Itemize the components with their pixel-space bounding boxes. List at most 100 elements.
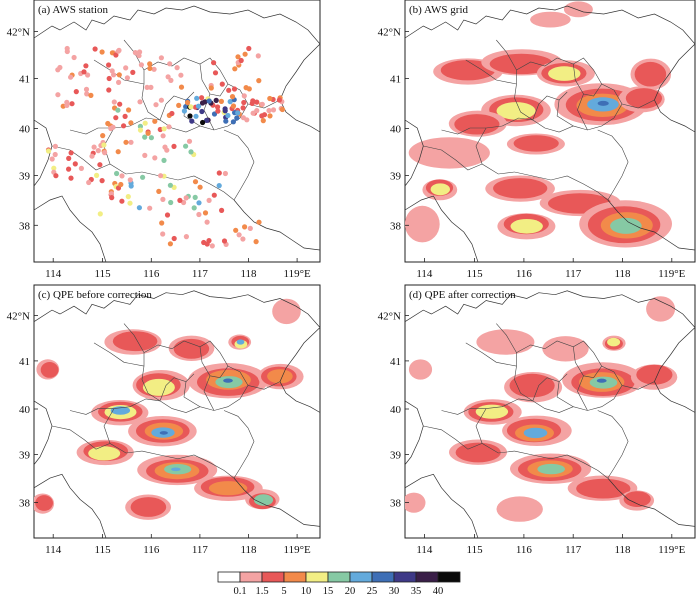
station-dot	[211, 60, 217, 66]
station-dot	[68, 150, 74, 156]
lat-tick-label: 40	[390, 404, 402, 416]
station-dot	[178, 84, 185, 90]
station-dot	[160, 231, 166, 237]
legend-swatch	[305, 571, 329, 583]
station-dot	[223, 118, 229, 124]
rain-contour	[430, 183, 450, 196]
rain-contour	[112, 331, 158, 352]
rain-contour	[208, 481, 248, 496]
station-dot	[183, 234, 189, 240]
panel-title: (a) AWS station	[38, 4, 108, 16]
station-dot	[84, 91, 90, 97]
station-dot	[240, 105, 246, 111]
station-dot	[158, 173, 164, 179]
border-line	[607, 199, 695, 251]
lat-tick-label: 38	[19, 498, 31, 510]
lat-tick-label: 41	[390, 356, 401, 368]
lat-tick-label: 38	[19, 220, 31, 232]
station-dot	[266, 107, 272, 114]
rain-contour	[576, 478, 631, 499]
station-dot	[106, 62, 112, 68]
rain-contour	[40, 362, 59, 378]
station-dot	[196, 200, 202, 206]
border-line	[69, 127, 114, 135]
rain-contour	[35, 495, 53, 511]
border-line	[514, 340, 623, 413]
legend-swatch	[371, 571, 395, 583]
lat-tick-label: 39	[19, 171, 31, 183]
border-line	[405, 119, 424, 187]
rain-contour	[171, 467, 181, 472]
legend-label: 25	[367, 586, 378, 597]
lat-tick-label: 42°N	[7, 26, 30, 38]
lon-tick-label: 117	[192, 544, 209, 556]
station-dot	[119, 198, 125, 204]
lat-tick-label: 40	[390, 123, 402, 135]
station-dot	[254, 99, 260, 105]
legend-label: 35	[411, 586, 422, 597]
station-dot	[45, 148, 52, 154]
lat-tick-label: 41	[19, 74, 30, 86]
station-dot	[137, 99, 143, 105]
border-line	[514, 450, 608, 479]
border-line	[405, 290, 695, 328]
station-dot	[68, 175, 74, 181]
station-dot	[191, 205, 197, 211]
border-line	[621, 99, 655, 109]
station-dot	[238, 57, 244, 64]
station-dot	[106, 87, 112, 93]
station-dot	[86, 179, 92, 186]
border-line	[51, 145, 111, 171]
border-line	[514, 171, 608, 201]
border-line	[247, 381, 281, 390]
legend-swatch	[261, 571, 285, 583]
border-line	[441, 408, 487, 415]
station-dot	[116, 72, 122, 78]
legend-swatch	[239, 571, 263, 583]
station-dot	[92, 46, 98, 52]
lat-tick-label: 38	[390, 498, 402, 510]
station-dot	[117, 101, 123, 107]
station-dot	[97, 211, 103, 217]
station-dot	[244, 117, 250, 123]
lon-tick-label: 114	[45, 268, 62, 280]
station-dot	[158, 55, 164, 61]
station-dot	[225, 112, 231, 119]
legend-label: 5	[281, 586, 286, 597]
border-line	[597, 410, 629, 479]
rain-contour	[173, 338, 210, 359]
rain-contour	[646, 296, 676, 322]
border-line	[465, 342, 517, 367]
station-dot	[73, 89, 79, 95]
border-line	[597, 129, 629, 201]
station-dot	[160, 196, 166, 202]
station-dot	[81, 69, 87, 75]
rain-contour	[596, 378, 607, 383]
station-dot	[121, 123, 127, 129]
border-line	[496, 323, 517, 353]
station-dot	[64, 48, 70, 55]
rain-contour	[607, 337, 621, 347]
border-line	[556, 381, 574, 407]
lon-tick-label: 114	[416, 544, 433, 556]
station-dot	[178, 72, 184, 78]
station-dot	[183, 104, 189, 110]
station-dot	[165, 74, 171, 80]
station-dot	[128, 183, 134, 189]
station-dot	[125, 194, 131, 200]
station-dot	[168, 77, 174, 83]
station-dot	[246, 45, 252, 52]
rain-contour	[636, 364, 673, 385]
station-dot	[136, 53, 142, 59]
station-dot	[250, 98, 256, 104]
legend-swatch	[437, 571, 461, 583]
lat-tick-label: 42°N	[7, 310, 30, 322]
legend-swatch	[283, 571, 307, 583]
station-dot	[83, 63, 89, 69]
legend-swatch	[217, 571, 241, 583]
station-dot	[206, 98, 212, 104]
rain-contour	[634, 61, 667, 87]
rain-contour	[408, 137, 490, 169]
station-dot	[145, 130, 151, 136]
border-line	[223, 410, 255, 479]
